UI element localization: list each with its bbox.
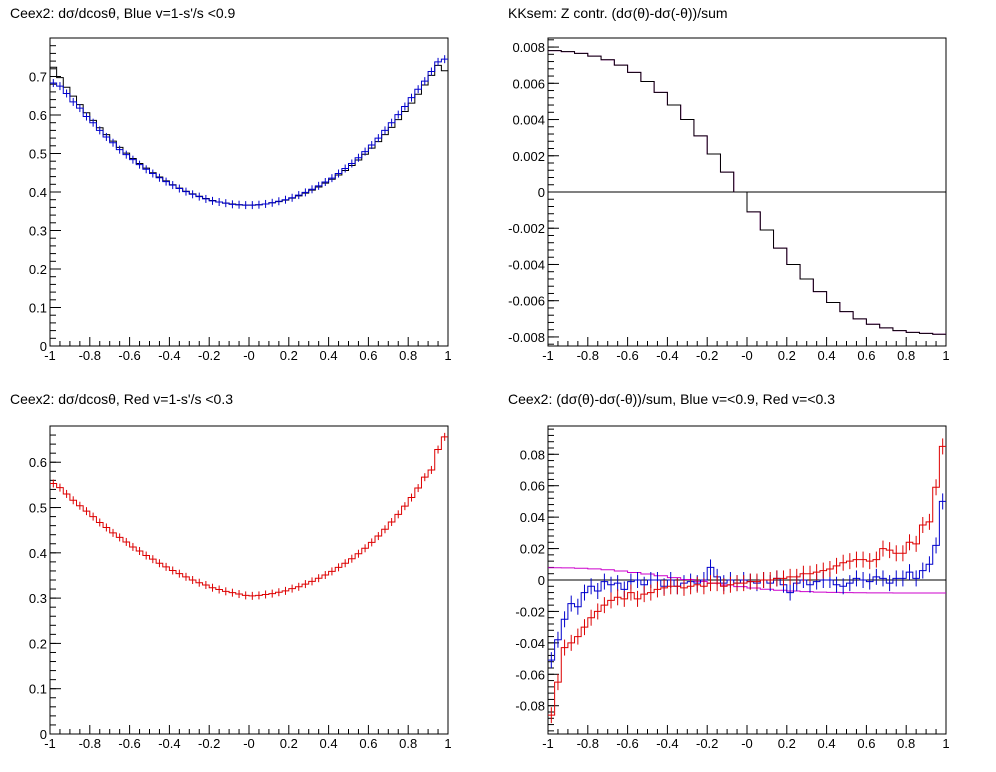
x-tick-label: 0.4 bbox=[818, 348, 836, 363]
x-tick-label: -0.8 bbox=[577, 736, 599, 751]
y-tick-label: -0.06 bbox=[515, 667, 545, 682]
chart-title: Ceex2: dσ/dcosθ, Blue v=1-s'/s <0.9 bbox=[10, 5, 236, 21]
y-tick-label: 0.6 bbox=[29, 455, 47, 470]
x-tick-label: -0.4 bbox=[656, 736, 678, 751]
x-tick-label: -0.8 bbox=[79, 348, 101, 363]
x-tick-label: -0 bbox=[243, 348, 255, 363]
x-tick-label: 0.8 bbox=[897, 736, 915, 751]
x-tick-label: 0.6 bbox=[359, 348, 377, 363]
y-tick-label: 0.3 bbox=[29, 224, 47, 239]
x-tick-label: 0.4 bbox=[818, 736, 836, 751]
x-tick-label: 0.4 bbox=[320, 348, 338, 363]
y-tick-label: 0.5 bbox=[29, 147, 47, 162]
x-tick-label: -1 bbox=[44, 348, 56, 363]
y-tick-label: 0.1 bbox=[29, 682, 47, 697]
x-tick-label: -0.6 bbox=[118, 348, 140, 363]
x-tick-label: 0.2 bbox=[280, 736, 298, 751]
x-tick-label: 1 bbox=[942, 736, 949, 751]
x-tick-label: 0.4 bbox=[320, 736, 338, 751]
y-tick-label: -0.02 bbox=[515, 604, 545, 619]
series-line-red bbox=[50, 436, 448, 597]
chart-panel-2: KKsem: Z contr. (dσ(θ)-dσ(-θ))/sum -1 -0.8… bbox=[508, 5, 950, 363]
y-tick-label: 0.4 bbox=[29, 546, 47, 561]
y-tick-label: 0.7 bbox=[29, 70, 47, 85]
y-tick-label: 0.2 bbox=[29, 262, 47, 277]
series-line-magenta bbox=[548, 567, 946, 594]
y-tick-label: -0.08 bbox=[515, 699, 545, 714]
x-tick-label: 0.8 bbox=[399, 736, 417, 751]
x-tick-label: -0.6 bbox=[616, 348, 638, 363]
y-tick-label: 0.002 bbox=[512, 149, 545, 164]
x-tick-label: -0 bbox=[741, 736, 753, 751]
y-tick-label: -0.004 bbox=[508, 257, 545, 272]
x-tick-label: -0.2 bbox=[696, 348, 718, 363]
x-tick-label: -0 bbox=[741, 348, 753, 363]
y-tick-label: 0.1 bbox=[29, 301, 47, 316]
x-tick-label: 0.6 bbox=[857, 348, 875, 363]
y-tick-label: 0.2 bbox=[29, 636, 47, 651]
x-tick-label: -0.8 bbox=[577, 348, 599, 363]
chart-panel-4: Ceex2: (dσ(θ)-dσ(-θ))/sum, Blue v=<0.9, … bbox=[508, 391, 950, 751]
x-tick-label: 0.2 bbox=[778, 736, 796, 751]
chart-title: Ceex2: dσ/dcosθ, Red v=1-s'/s <0.3 bbox=[10, 391, 233, 407]
y-tick-label: 0 bbox=[538, 185, 545, 200]
y-tick-label: 0 bbox=[538, 573, 545, 588]
plot-frame bbox=[49, 37, 449, 347]
series-line-black bbox=[548, 50, 946, 335]
x-tick-label: -0.4 bbox=[158, 348, 180, 363]
series-line-black bbox=[50, 64, 448, 206]
y-tick-label: 0.08 bbox=[520, 447, 545, 462]
y-tick-label: 0 bbox=[40, 339, 47, 354]
x-tick-label: -0.6 bbox=[616, 736, 638, 751]
y-tick-label: 0 bbox=[40, 727, 47, 742]
y-tick-label: 0.3 bbox=[29, 591, 47, 606]
y-tick-label: -0.04 bbox=[515, 636, 545, 651]
y-tick-label: -0.002 bbox=[508, 221, 545, 236]
x-tick-label: -1 bbox=[44, 736, 56, 751]
y-tick-label: 0.04 bbox=[520, 510, 545, 525]
x-tick-label: 0.8 bbox=[399, 348, 417, 363]
y-tick-label: -0.008 bbox=[508, 330, 545, 345]
y-tick-label: 0.5 bbox=[29, 501, 47, 516]
x-tick-label: -0.2 bbox=[198, 736, 220, 751]
x-tick-label: 0.6 bbox=[857, 736, 875, 751]
y-tick-label: 0.4 bbox=[29, 185, 47, 200]
y-tick-label: 0.6 bbox=[29, 108, 47, 123]
x-tick-label: 0.6 bbox=[359, 736, 377, 751]
series-line-blue bbox=[50, 58, 448, 206]
x-tick-label: -0.4 bbox=[656, 348, 678, 363]
chart-title: KKsem: Z contr. (dσ(θ)-dσ(-θ))/sum bbox=[508, 5, 728, 21]
x-tick-label: 1 bbox=[444, 736, 451, 751]
series-line-blue bbox=[548, 500, 946, 661]
chart-title: Ceex2: (dσ(θ)-dσ(-θ))/sum, Blue v=<0.9, … bbox=[508, 391, 835, 407]
y-tick-label: 0.006 bbox=[512, 76, 545, 91]
x-tick-label: -0.4 bbox=[158, 736, 180, 751]
plot-frame bbox=[49, 425, 449, 735]
x-tick-label: -1 bbox=[542, 348, 554, 363]
x-tick-label: -0.2 bbox=[198, 348, 220, 363]
x-tick-label: 1 bbox=[942, 348, 949, 363]
x-tick-label: 1 bbox=[444, 348, 451, 363]
x-tick-label: 0.2 bbox=[778, 348, 796, 363]
y-tick-label: 0.008 bbox=[512, 40, 545, 55]
x-tick-label: -0.6 bbox=[118, 736, 140, 751]
y-tick-label: 0.004 bbox=[512, 113, 545, 128]
x-tick-label: -1 bbox=[542, 736, 554, 751]
x-tick-label: -0 bbox=[243, 736, 255, 751]
chart-panel-1: Ceex2: dσ/dcosθ, Blue v=1-s'/s <0.9 -1 -0.… bbox=[10, 5, 452, 363]
y-tick-label: -0.006 bbox=[508, 294, 545, 309]
x-tick-label: -0.2 bbox=[696, 736, 718, 751]
chart-panel-3: Ceex2: dσ/dcosθ, Red v=1-s'/s <0.3 -1 -0.8… bbox=[10, 391, 452, 751]
y-tick-label: 0.02 bbox=[520, 542, 545, 557]
y-tick-label: 0.06 bbox=[520, 479, 545, 494]
x-tick-label: -0.8 bbox=[79, 736, 101, 751]
x-tick-label: 0.2 bbox=[280, 348, 298, 363]
x-tick-label: 0.8 bbox=[897, 348, 915, 363]
